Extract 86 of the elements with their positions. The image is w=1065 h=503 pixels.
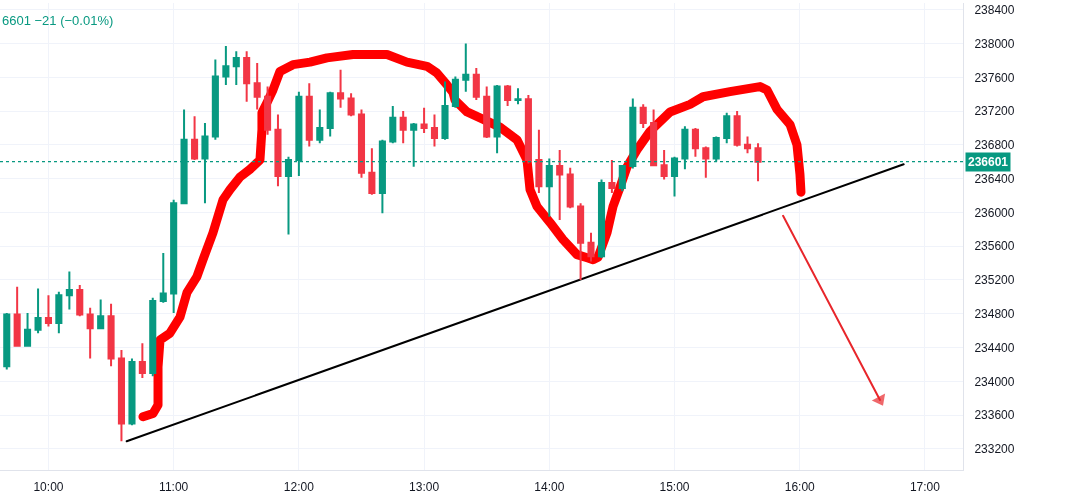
candlestick bbox=[264, 85, 272, 136]
x-tick-label: 11:00 bbox=[159, 480, 189, 495]
candlestick bbox=[650, 108, 658, 167]
candlestick bbox=[483, 85, 491, 140]
candlestick bbox=[639, 103, 647, 129]
y-tick-label: 234800 bbox=[974, 306, 1015, 321]
y-tick-label: 238000 bbox=[974, 36, 1015, 51]
candlestick bbox=[347, 92, 355, 118]
y-tick-label: 235600 bbox=[974, 239, 1015, 254]
candlestick bbox=[535, 128, 543, 195]
candlestick bbox=[368, 147, 376, 196]
y-tick-label: 233600 bbox=[974, 408, 1015, 423]
candlestick bbox=[138, 342, 146, 379]
x-tick-label: 10:00 bbox=[33, 480, 64, 495]
candlestick bbox=[577, 202, 585, 281]
y-tick-label: 236000 bbox=[974, 205, 1015, 220]
candlestick bbox=[504, 83, 512, 108]
candlestick bbox=[55, 290, 63, 335]
annotation: 6601 −21 (−0.01%) bbox=[2, 13, 114, 28]
y-tick-label: 234000 bbox=[974, 374, 1015, 389]
candlestick bbox=[754, 142, 762, 183]
y-tick-label: 236800 bbox=[974, 138, 1015, 153]
candlestick bbox=[420, 106, 428, 135]
candlestick bbox=[702, 145, 710, 179]
y-tick-label: 234400 bbox=[974, 340, 1015, 355]
y-tick-label: 233200 bbox=[974, 442, 1015, 457]
candlestick bbox=[587, 231, 595, 263]
x-tick-label: 16:00 bbox=[784, 480, 816, 495]
x-tick-label: 13:00 bbox=[409, 480, 440, 495]
candlestick bbox=[618, 164, 626, 193]
y-tick-label: 238400 bbox=[974, 2, 1015, 17]
x-tick-label: 12:00 bbox=[283, 480, 315, 495]
candlestick bbox=[274, 113, 282, 188]
candlestick bbox=[149, 296, 157, 378]
candlestick bbox=[117, 349, 125, 443]
candlestick bbox=[128, 357, 136, 427]
candlestick bbox=[357, 108, 366, 179]
candlestick bbox=[337, 68, 345, 109]
candlestick bbox=[743, 135, 752, 155]
candlestick bbox=[472, 67, 480, 102]
y-tick-label: 237600 bbox=[974, 70, 1015, 85]
candlestick bbox=[232, 50, 240, 86]
candlestick bbox=[97, 298, 105, 330]
candlestick bbox=[326, 90, 334, 138]
candlestick bbox=[13, 285, 21, 348]
candlestick bbox=[691, 126, 699, 158]
candlestick bbox=[65, 270, 73, 311]
candlestick bbox=[211, 58, 219, 141]
candlestick bbox=[34, 287, 42, 335]
candlestick bbox=[389, 105, 397, 145]
candlestick bbox=[159, 251, 167, 304]
candlestick bbox=[660, 148, 668, 181]
candlestick bbox=[253, 61, 261, 111]
candlestick bbox=[566, 166, 574, 210]
candlestick bbox=[399, 110, 407, 145]
candlestick bbox=[441, 80, 449, 141]
y-tick-label: 236400 bbox=[974, 171, 1015, 186]
candlestick bbox=[107, 302, 115, 368]
candlestick bbox=[462, 42, 470, 93]
candlestick bbox=[316, 108, 324, 145]
candlestick bbox=[556, 148, 564, 222]
candlestick bbox=[191, 115, 199, 162]
y-tick-label: 237200 bbox=[974, 104, 1015, 119]
candlestick bbox=[305, 82, 313, 148]
candlestick bbox=[430, 113, 439, 148]
candlestick bbox=[608, 159, 616, 195]
candlestick bbox=[3, 311, 11, 371]
candlestick bbox=[24, 311, 32, 348]
candlestick bbox=[44, 294, 52, 328]
candlestick bbox=[451, 75, 459, 109]
candlestick bbox=[170, 198, 178, 314]
candlestick bbox=[597, 178, 606, 260]
x-tick-label: 15:00 bbox=[659, 480, 690, 495]
candlestick bbox=[514, 87, 522, 106]
candlestick bbox=[524, 94, 532, 165]
x-tick-label: 17:00 bbox=[909, 480, 941, 495]
candlestick bbox=[243, 50, 251, 103]
y-tick-label: 235200 bbox=[974, 273, 1015, 288]
candlestick bbox=[86, 306, 94, 360]
candlestick bbox=[723, 111, 731, 145]
candlestick bbox=[733, 110, 741, 148]
candlestick bbox=[493, 83, 501, 155]
candlestick bbox=[76, 284, 84, 318]
ref-line-label: 236601 bbox=[968, 155, 1009, 169]
candlestick bbox=[222, 45, 230, 86]
x-tick-label: 14:00 bbox=[534, 480, 565, 495]
